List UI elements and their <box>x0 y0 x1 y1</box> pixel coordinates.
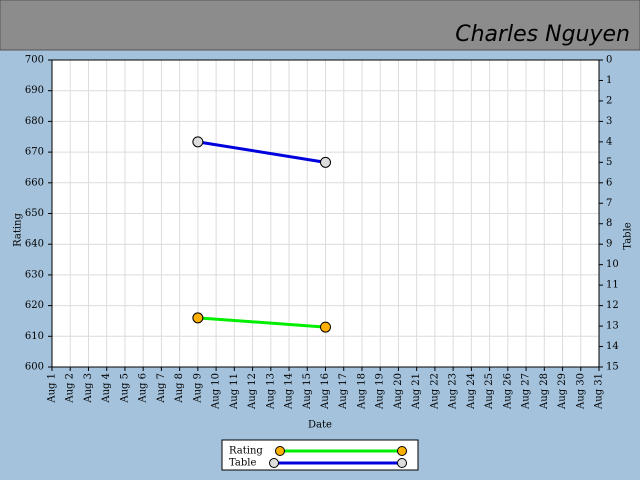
x-tick-label: Aug 23 <box>448 373 459 410</box>
point <box>192 136 204 148</box>
y2-tick-label: 2 <box>606 95 612 106</box>
y-tick-label: 620 <box>25 300 44 311</box>
x-tick-label: Aug 16 <box>320 373 331 410</box>
legend-marker <box>269 458 279 468</box>
point <box>320 321 331 333</box>
x-tick-label: Aug 25 <box>484 373 495 410</box>
y-tick-label: 660 <box>25 177 44 188</box>
x-tick-label: Aug 12 <box>247 373 258 410</box>
y2-tick-label: 8 <box>606 218 612 229</box>
x-tick-label: Aug 27 <box>521 373 532 410</box>
point <box>192 312 204 324</box>
y-tick-label: 640 <box>25 239 44 250</box>
y-tick-label: 680 <box>25 116 44 127</box>
x-tick-label: Aug 1 <box>47 373 58 404</box>
header <box>0 0 640 51</box>
series-line <box>197 140 326 164</box>
legend-marker <box>397 446 407 456</box>
y2-tick-label: 4 <box>606 136 612 147</box>
y-tick-label: 600 <box>25 362 44 373</box>
y-axis-label: Rating <box>13 213 24 247</box>
point <box>320 156 331 168</box>
legend <box>221 439 419 471</box>
y2-tick-label: 10 <box>606 259 619 270</box>
y2-tick-label: 7 <box>606 198 612 209</box>
x-tick-label: Aug 11 <box>229 373 240 410</box>
x-tick-label: Aug 6 <box>138 373 149 404</box>
y-tick-label: 690 <box>25 85 44 96</box>
x-tick-label: Aug 9 <box>192 373 203 404</box>
y-tick-label: 650 <box>25 208 44 219</box>
y2-tick-label: 11 <box>606 280 619 291</box>
legend-label: Table <box>229 458 256 469</box>
legend-marker <box>275 446 285 456</box>
y2-tick-label: 14 <box>606 341 619 352</box>
x-tick-label: Aug 19 <box>375 373 386 410</box>
y2-tick-label: 6 <box>606 177 612 188</box>
y2-axis-label: Table <box>623 222 634 249</box>
x-tick-label: Aug 28 <box>539 373 550 410</box>
x-tick-label: Aug 26 <box>502 373 513 410</box>
x-tick-label: Aug 2 <box>65 373 76 404</box>
x-tick-label: Aug 21 <box>411 373 422 410</box>
y-tick-label: 670 <box>25 147 44 158</box>
y2-tick-label: 1 <box>606 75 612 86</box>
x-tick-label: Aug 13 <box>265 373 276 410</box>
y2-tick-label: 5 <box>606 157 612 168</box>
x-tick-label: Aug 8 <box>174 373 185 404</box>
x-tick-label: Aug 22 <box>429 373 440 410</box>
series-line <box>197 316 326 329</box>
x-tick-label: Aug 15 <box>302 373 313 410</box>
x-tick-label: Aug 29 <box>557 373 568 410</box>
x-tick-label: Aug 14 <box>284 373 295 410</box>
x-tick-label: Aug 24 <box>466 373 477 410</box>
x-tick-label: Aug 7 <box>156 373 167 404</box>
y2-tick-label: 15 <box>606 362 619 373</box>
y2-tick-label: 9 <box>606 239 612 250</box>
y-tick-label: 610 <box>25 331 44 342</box>
x-tick-label: Aug 18 <box>356 373 367 410</box>
y2-tick-label: 3 <box>606 116 612 127</box>
y-tick-label: 700 <box>25 55 44 66</box>
y2-tick-label: 12 <box>606 300 619 311</box>
x-tick-label: Aug 4 <box>101 373 112 404</box>
chart-title: Charles Nguyen <box>455 22 630 47</box>
x-tick-label: Aug 5 <box>119 373 130 404</box>
x-tick-label: Aug 17 <box>338 373 349 410</box>
legend-label: Rating <box>229 446 263 457</box>
x-axis-label: Date <box>308 420 332 431</box>
x-tick-label: Aug 20 <box>393 373 404 410</box>
x-tick-label: Aug 30 <box>575 373 586 410</box>
x-tick-label: Aug 10 <box>211 373 222 410</box>
y-tick-label: 630 <box>25 269 44 280</box>
y2-tick-label: 0 <box>606 55 612 66</box>
y2-tick-label: 13 <box>606 321 619 332</box>
x-tick-label: Aug 31 <box>594 373 605 410</box>
legend-marker <box>397 458 407 468</box>
x-tick-label: Aug 3 <box>83 373 94 404</box>
